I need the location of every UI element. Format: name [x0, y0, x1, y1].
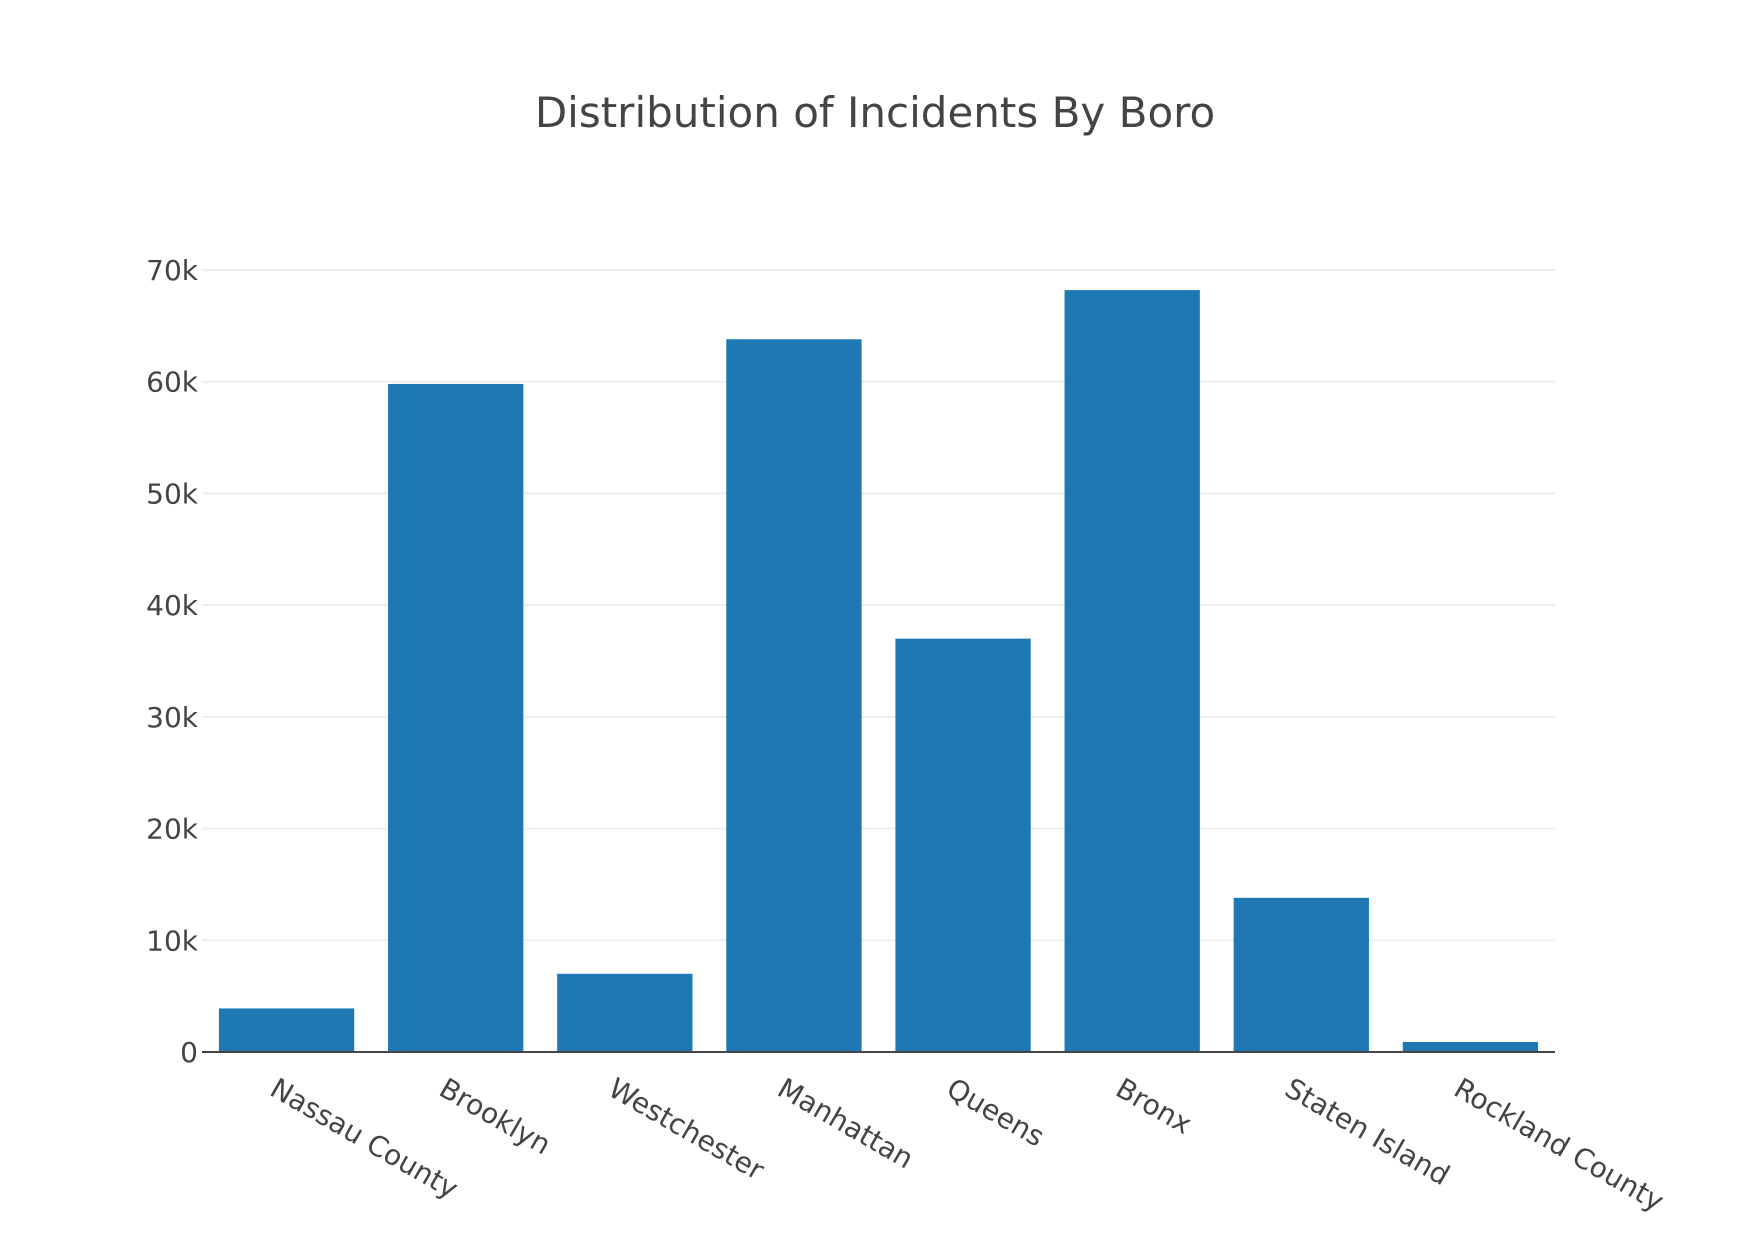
- y-tick-label: 30k: [146, 701, 199, 734]
- bar-queens[interactable]: [895, 638, 1031, 1052]
- y-tick-label: 60k: [146, 366, 199, 399]
- bar-nassau-county[interactable]: [218, 1008, 355, 1052]
- bar-bronx[interactable]: [1064, 290, 1200, 1052]
- y-axis-tick-labels: 0 10k 20k 30k 40k 50k 60k 70k: [146, 254, 199, 1069]
- x-tick-label: Bronx: [1110, 1071, 1197, 1140]
- bar-staten-island[interactable]: [1233, 897, 1369, 1052]
- y-tick-label: 0: [180, 1036, 198, 1069]
- y-tick-label: 70k: [146, 254, 199, 287]
- y-tick-label: 20k: [146, 813, 199, 846]
- x-tick-label: Queens: [941, 1071, 1050, 1153]
- x-tick-label: Brooklyn: [434, 1071, 557, 1161]
- x-tick-label: Westchester: [603, 1071, 770, 1187]
- bars: [218, 290, 1539, 1053]
- bar-manhattan[interactable]: [726, 339, 862, 1053]
- bar-brooklyn[interactable]: [388, 383, 524, 1052]
- x-tick-label: Nassau County: [265, 1071, 464, 1205]
- x-tick-label: Rockland County: [1449, 1071, 1670, 1218]
- bar-westchester[interactable]: [557, 973, 693, 1052]
- y-tick-label: 40k: [146, 589, 199, 622]
- chart-title: Distribution of Incidents By Boro: [534, 88, 1216, 137]
- y-tick-label: 10k: [146, 924, 199, 957]
- bar-rockland-county[interactable]: [1402, 1041, 1539, 1052]
- x-tick-label: Staten Island: [1279, 1071, 1455, 1192]
- x-tick-label: Manhattan: [772, 1071, 919, 1175]
- y-tick-label: 50k: [146, 477, 199, 510]
